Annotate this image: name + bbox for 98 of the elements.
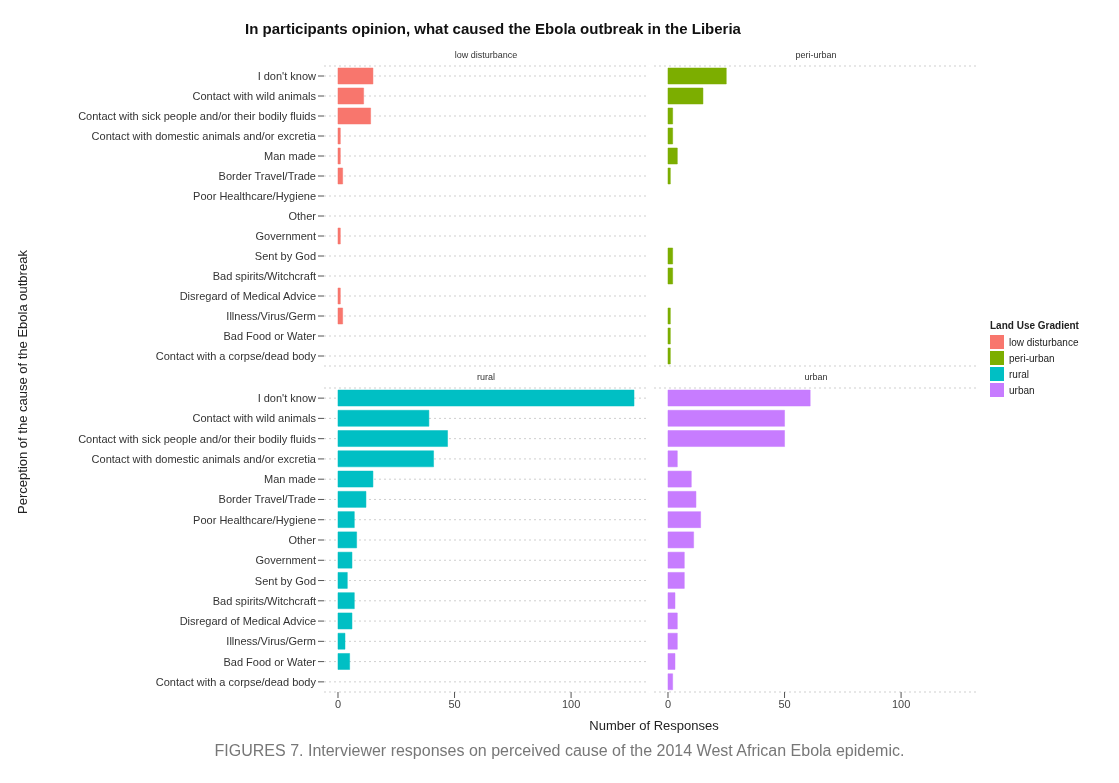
bar — [667, 652, 676, 670]
bar — [337, 470, 374, 488]
x-tick-label: 0 — [334, 697, 342, 710]
bar — [337, 409, 430, 427]
chart-subtitle: rural — [476, 372, 496, 382]
y-tick-label: Bad spirits/Witchcraft — [212, 270, 316, 282]
bar — [667, 490, 697, 508]
y-tick-label: Bad spirits/Witchcraft — [212, 594, 316, 607]
y-tick-label: Poor Healthcare/Hygiene — [193, 190, 316, 202]
y-tick-label: Contact with wild animals — [192, 90, 317, 102]
bar — [337, 147, 341, 165]
legend-label: urban — [1009, 384, 1035, 396]
bar — [667, 267, 674, 285]
y-tick-label: Border Travel/Trade — [218, 170, 316, 182]
y-tick-label: I don't know — [257, 392, 317, 405]
bar — [667, 247, 674, 265]
bar — [667, 470, 692, 488]
bar — [337, 67, 374, 85]
bar — [667, 307, 671, 325]
text: FIGURES 7. Interviewer responses on perceived cause of the 2014 West African Ebola epidemic. — [213, 742, 906, 760]
y-tick-label: Illness/Virus/Germ — [226, 310, 316, 322]
bar — [667, 551, 685, 569]
bar — [667, 347, 671, 365]
chart-subtitle: low disturbance — [453, 50, 519, 60]
y-tick-label: Other — [288, 210, 317, 222]
bar — [667, 531, 695, 549]
chart-subtitle: urban — [803, 372, 829, 382]
chart-subtitle: peri-urban — [794, 50, 838, 60]
bar — [337, 167, 344, 185]
bar — [337, 287, 341, 305]
bar — [667, 612, 678, 630]
y-tick-label: Contact with sick people and/or their bodily fluids — [78, 432, 317, 445]
y-tick-label: Sent by God — [254, 574, 316, 587]
y-tick-label: Man made — [264, 473, 316, 486]
y-tick-label: Poor Healthcare/Hygiene — [193, 513, 316, 526]
y-tick-label: Contact with domestic animals and/or excretia — [91, 452, 317, 465]
x-axis-title: Number of Responses — [588, 718, 720, 733]
bar — [667, 87, 704, 105]
bar — [337, 531, 358, 549]
y-tick-label: Bad Food or Water — [223, 655, 317, 668]
x-tick-label: 0 — [664, 697, 672, 710]
y-tick-label: Disregard of Medical Advice — [179, 290, 316, 302]
x-tick-label: 50 — [448, 697, 461, 710]
bar — [667, 632, 678, 650]
bar — [337, 450, 435, 468]
y-tick-label: Contact with a corpse/dead body — [155, 675, 317, 688]
bar — [667, 147, 678, 165]
legend-label: rural — [1009, 368, 1030, 380]
bar — [667, 592, 676, 610]
bar — [337, 107, 372, 125]
bar — [667, 450, 678, 468]
bar — [667, 327, 671, 345]
y-tick-label: Man made — [264, 150, 316, 162]
bar — [337, 571, 348, 589]
y-tick-label: Border Travel/Trade — [218, 493, 316, 506]
bar — [337, 227, 341, 245]
y-tick-label: Contact with a corpse/dead body — [155, 350, 317, 362]
bar — [337, 127, 341, 145]
bar — [337, 307, 344, 325]
y-axis-title: Perception of the cause of the Ebola outbreak — [14, 250, 30, 514]
chart-title: In participants opinion, what caused the Ebola outbreak in the Liberia — [244, 20, 742, 37]
y-tick-label: Contact with domestic animals and/or excretia — [91, 130, 317, 142]
y-tick-label: Illness/Virus/Germ — [226, 635, 316, 648]
x-tick-label: 100 — [891, 697, 911, 710]
bar — [337, 389, 635, 407]
bar — [337, 652, 351, 670]
bar — [667, 409, 786, 427]
bar — [667, 430, 786, 448]
bar — [667, 67, 727, 85]
bar — [667, 673, 674, 691]
legend-label: low disturbance — [1009, 336, 1079, 348]
y-tick-label: Government — [255, 230, 316, 242]
y-tick-label: Sent by God — [254, 250, 316, 262]
bar — [337, 490, 367, 508]
bar — [337, 551, 353, 569]
legend-title: Land Use Gradient — [990, 320, 1079, 331]
y-tick-label: Government — [255, 554, 316, 567]
bar — [667, 389, 811, 407]
y-tick-label: Other — [288, 534, 317, 546]
y-tick-label: Contact with wild animals — [192, 412, 317, 425]
x-tick-label: 100 — [561, 697, 581, 710]
x-tick-label: 50 — [778, 697, 791, 710]
bar — [337, 632, 346, 650]
bar — [667, 107, 674, 125]
bar — [667, 127, 674, 145]
bar — [337, 87, 365, 105]
y-tick-label: Bad Food or Water — [223, 330, 317, 342]
bar — [667, 167, 671, 185]
bar — [667, 511, 702, 529]
y-tick-label: I don't know — [257, 70, 317, 82]
legend-label: peri-urban — [1009, 352, 1055, 364]
bar — [337, 612, 353, 630]
bar — [337, 511, 355, 529]
bar — [337, 592, 355, 610]
bar — [337, 430, 449, 448]
bar — [667, 571, 685, 589]
y-tick-label: Contact with sick people and/or their bodily fluids — [78, 110, 317, 122]
y-tick-label: Disregard of Medical Advice — [179, 615, 316, 628]
